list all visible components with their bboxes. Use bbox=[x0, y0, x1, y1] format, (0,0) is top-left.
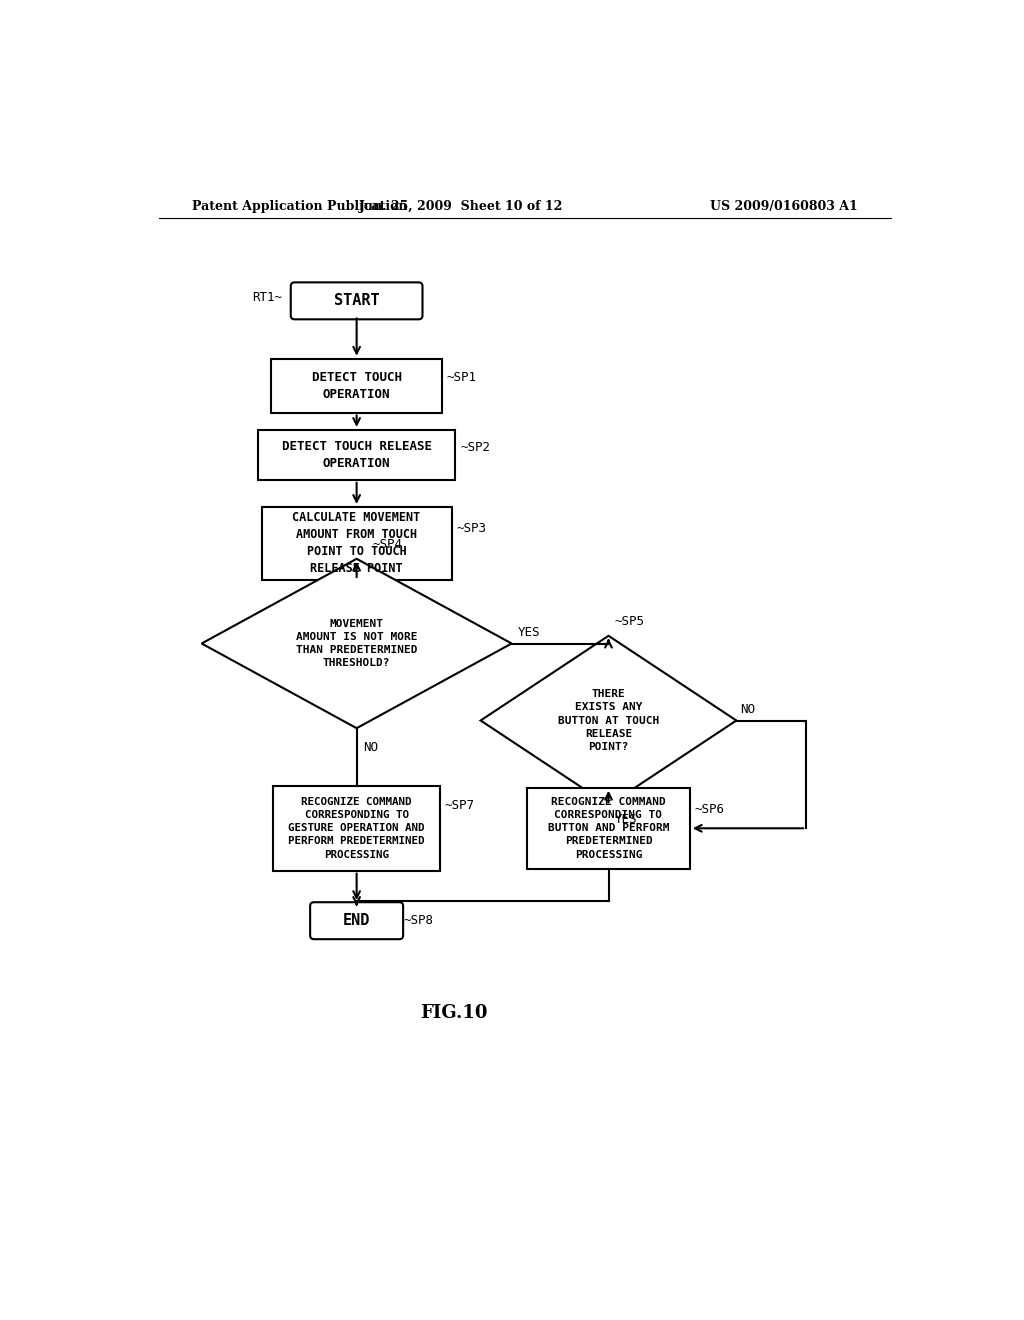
Text: ~SP3: ~SP3 bbox=[457, 521, 486, 535]
Text: Jun. 25, 2009  Sheet 10 of 12: Jun. 25, 2009 Sheet 10 of 12 bbox=[359, 199, 563, 213]
FancyBboxPatch shape bbox=[310, 903, 403, 940]
Text: CALCULATE MOVEMENT
AMOUNT FROM TOUCH
POINT TO TOUCH
RELEASE POINT: CALCULATE MOVEMENT AMOUNT FROM TOUCH POI… bbox=[293, 511, 421, 576]
Text: ~SP5: ~SP5 bbox=[614, 615, 645, 628]
Text: ~SP6: ~SP6 bbox=[694, 803, 725, 816]
Text: FIG.10: FIG.10 bbox=[420, 1005, 487, 1022]
Text: THERE
EXISTS ANY
BUTTON AT TOUCH
RELEASE
POINT?: THERE EXISTS ANY BUTTON AT TOUCH RELEASE… bbox=[558, 689, 659, 752]
Text: RECOGNIZE COMMAND
CORRESPONDING TO
GESTURE OPERATION AND
PERFORM PREDETERMINED
P: RECOGNIZE COMMAND CORRESPONDING TO GESTU… bbox=[289, 797, 425, 859]
Text: DETECT TOUCH
OPERATION: DETECT TOUCH OPERATION bbox=[311, 371, 401, 400]
Text: RECOGNIZE COMMAND
CORRESPONDING TO
BUTTON AND PERFORM
PREDETERMINED
PROCESSING: RECOGNIZE COMMAND CORRESPONDING TO BUTTO… bbox=[548, 797, 670, 859]
FancyBboxPatch shape bbox=[291, 282, 423, 319]
Text: ~SP1: ~SP1 bbox=[446, 371, 476, 384]
Text: START: START bbox=[334, 293, 380, 309]
Text: END: END bbox=[343, 913, 371, 928]
Bar bbox=[273, 785, 440, 871]
Text: RT1~: RT1~ bbox=[252, 292, 282, 305]
Bar bbox=[527, 788, 690, 869]
Text: NO: NO bbox=[740, 704, 756, 717]
Text: ~SP8: ~SP8 bbox=[403, 915, 434, 927]
Text: DETECT TOUCH RELEASE
OPERATION: DETECT TOUCH RELEASE OPERATION bbox=[282, 440, 432, 470]
Text: US 2009/0160803 A1: US 2009/0160803 A1 bbox=[711, 199, 858, 213]
Polygon shape bbox=[480, 636, 736, 805]
Bar bbox=[258, 430, 456, 480]
Polygon shape bbox=[202, 558, 512, 729]
Text: MOVEMENT
AMOUNT IS NOT MORE
THAN PREDETERMINED
THRESHOLD?: MOVEMENT AMOUNT IS NOT MORE THAN PREDETE… bbox=[296, 619, 418, 668]
Text: ~SP7: ~SP7 bbox=[444, 799, 474, 812]
Text: ~SP4: ~SP4 bbox=[372, 539, 402, 552]
Text: NO: NO bbox=[362, 741, 378, 754]
Text: Patent Application Publication: Patent Application Publication bbox=[191, 199, 408, 213]
Bar bbox=[262, 507, 452, 579]
Text: ~SP2: ~SP2 bbox=[460, 441, 490, 454]
Text: YES: YES bbox=[518, 626, 541, 639]
Bar bbox=[271, 359, 442, 413]
Text: YES: YES bbox=[614, 813, 637, 825]
